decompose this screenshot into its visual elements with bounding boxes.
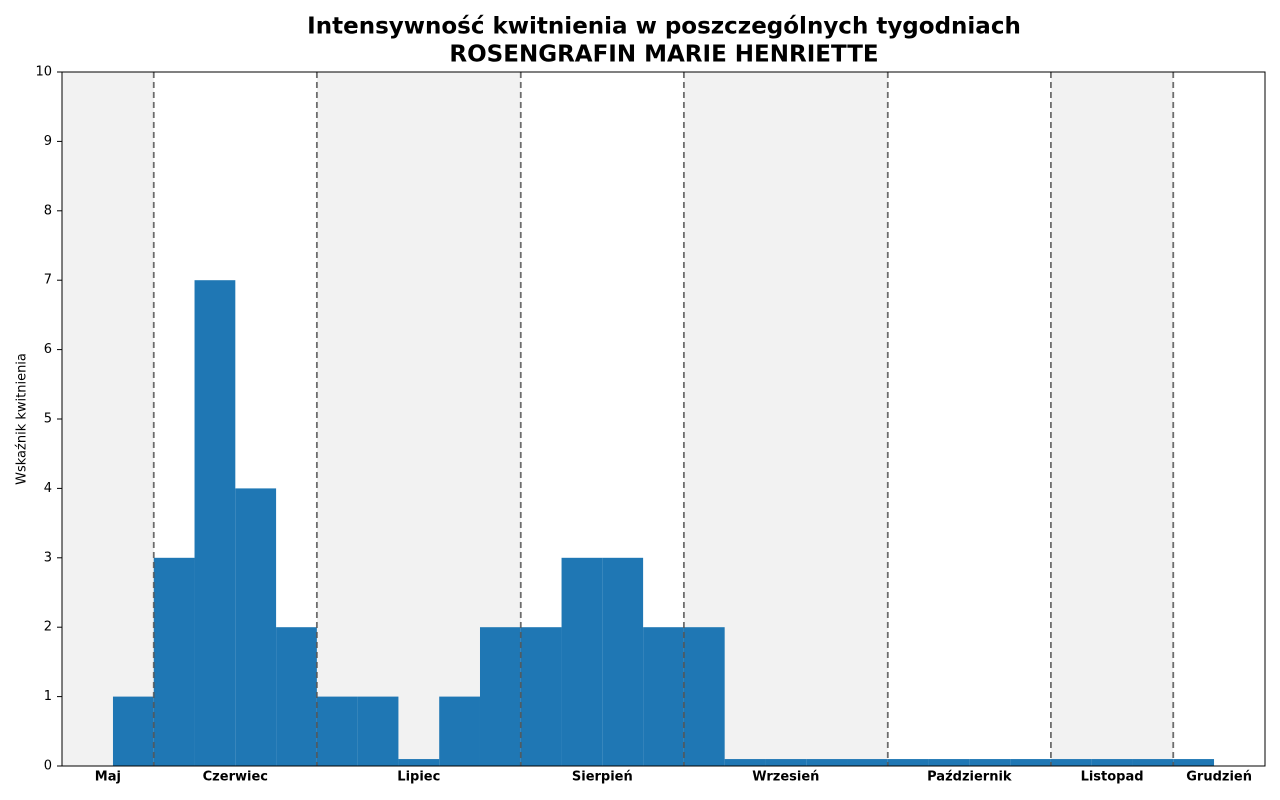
y-tick-label: 1	[44, 689, 52, 704]
bar	[1050, 759, 1092, 766]
bar	[479, 627, 521, 766]
y-tick-label: 9	[44, 134, 52, 149]
month-label: Lipiec	[397, 770, 440, 785]
y-axis-label: Wskaźnik kwitnienia	[15, 353, 30, 485]
bar	[847, 759, 888, 766]
chart-title: Intensywność kwitnienia w poszczególnych…	[307, 14, 1021, 40]
bar	[724, 759, 766, 766]
bar	[969, 759, 1011, 766]
bar	[398, 759, 440, 766]
bar	[357, 696, 399, 766]
bar	[1132, 759, 1174, 766]
bar	[276, 627, 317, 766]
bar	[643, 627, 684, 766]
month-label: Maj	[95, 770, 121, 785]
y-tick-label: 3	[44, 550, 52, 565]
bar	[765, 759, 807, 766]
bar	[112, 696, 154, 766]
chart-subtitle: ROSENGRAFIN MARIE HENRIETTE	[449, 42, 878, 68]
bar	[928, 759, 970, 766]
month-label: Listopad	[1081, 770, 1144, 785]
y-tick-label: 5	[44, 412, 52, 427]
bar	[561, 557, 603, 766]
month-label: Sierpień	[572, 770, 633, 785]
bar	[1091, 759, 1133, 766]
month-label: Czerwiec	[203, 770, 268, 785]
bar	[153, 557, 195, 766]
month-label: Wrzesień	[752, 770, 819, 785]
month-band	[62, 72, 154, 766]
plot-frame	[61, 71, 1266, 767]
y-tick-label: 0	[44, 759, 52, 774]
bar	[194, 280, 236, 766]
y-tick-label: 6	[44, 342, 52, 357]
bar	[683, 627, 725, 766]
bar	[887, 759, 929, 766]
bar	[520, 627, 562, 766]
bar	[806, 759, 848, 766]
bar	[1010, 759, 1051, 766]
y-tick-label: 8	[44, 203, 52, 218]
month-band	[1050, 72, 1174, 766]
bar	[1173, 759, 1215, 766]
bar	[235, 488, 277, 766]
month-label: Październik	[927, 770, 1012, 785]
y-tick-label: 7	[44, 273, 52, 288]
bar	[602, 557, 644, 766]
y-tick-label: 10	[35, 65, 52, 80]
month-label: Grudzień	[1186, 770, 1252, 785]
bar	[439, 696, 480, 766]
y-tick-label: 4	[44, 481, 52, 496]
y-tick-label: 2	[44, 620, 52, 635]
bar	[316, 696, 358, 766]
